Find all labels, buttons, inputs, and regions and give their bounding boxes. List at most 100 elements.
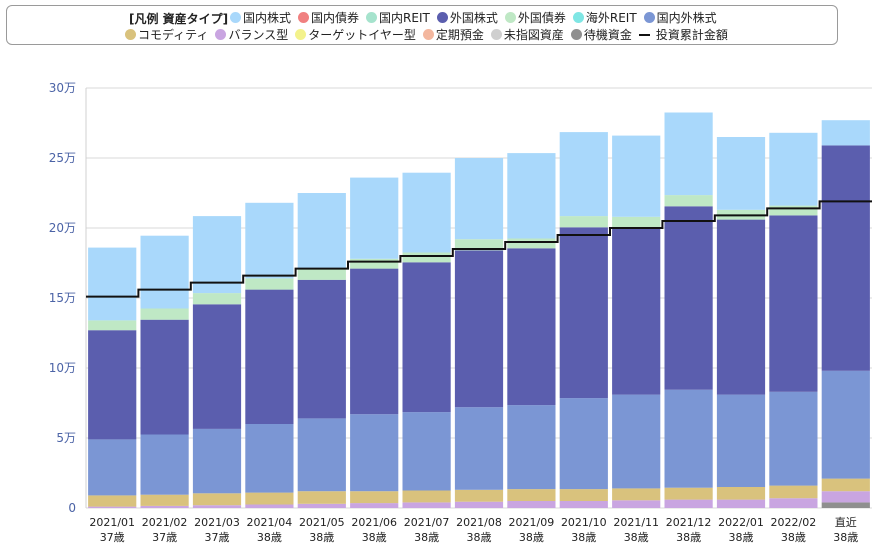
legend-item: 未指図資産 <box>490 26 564 43</box>
legend: [凡例 資産タイプ] 国内株式 国内債券 国内REIT 外国株式 外国債券 海外REIT 国… <box>6 5 838 45</box>
bar-segment <box>192 505 242 508</box>
legend-swatch <box>215 29 227 40</box>
bar-segment <box>245 492 294 505</box>
legend-swatch <box>422 29 434 40</box>
bar-segment <box>140 319 189 435</box>
bar-segment <box>507 153 556 239</box>
legend-line-label: 投資累計金額 <box>655 28 728 42</box>
x-tick-label: 2021/08 <box>456 516 502 529</box>
bar-segment <box>769 205 818 216</box>
y-tick-label: 5万 <box>56 431 76 445</box>
bar-segment <box>664 499 713 508</box>
bar-segment <box>821 502 870 508</box>
x-tick-age-label: 38歳 <box>571 531 596 544</box>
legend-label: バランス型 <box>228 28 289 42</box>
x-tick-age-label: 37歳 <box>205 531 230 544</box>
bar-segment <box>769 485 818 499</box>
bar-segment <box>245 202 294 279</box>
x-tick-label: 2021/10 <box>561 516 607 529</box>
legend-swatch <box>490 29 502 40</box>
legend-label: 国内債券 <box>311 11 360 25</box>
bar-segment <box>559 132 608 217</box>
legend-label: 待機資金 <box>583 28 632 42</box>
bar-segment <box>88 495 137 507</box>
bar-segment <box>140 494 189 506</box>
x-tick-age-label: 37歳 <box>100 531 125 544</box>
bar-segment <box>559 227 608 399</box>
legend-row-2: コモディティ バランス型 ターゲットイヤー型 定期預金 未指図資産 待機資金 投資累計金額 <box>125 26 837 43</box>
legend-swatch <box>230 12 241 23</box>
legend-label: 海外REIT <box>585 11 637 25</box>
legend-label: 外国株式 <box>449 11 498 25</box>
bar-segment <box>664 112 713 196</box>
bar-segment <box>821 145 870 371</box>
legend-label: 国内外株式 <box>656 11 717 25</box>
bar-segment <box>297 503 346 508</box>
bar-segment <box>192 304 242 429</box>
bar-segment <box>716 499 766 508</box>
bar-segment <box>192 216 242 294</box>
bar-segment <box>297 491 346 504</box>
x-tick-age-label: 38歳 <box>781 531 806 544</box>
legend-swatch <box>504 12 516 23</box>
legend-item: 外国債券 <box>504 9 566 26</box>
bar-segment <box>612 500 661 508</box>
bar-segment <box>192 428 242 494</box>
legend-item: 国内債券 <box>298 9 359 26</box>
bar-segment <box>559 216 608 228</box>
legend-swatch <box>125 29 136 40</box>
bar-segment <box>350 268 399 415</box>
y-tick-label: 10万 <box>49 361 76 375</box>
bar-segment <box>297 418 346 492</box>
bar-segment <box>507 248 556 406</box>
x-tick-age-label: 38歳 <box>362 531 387 544</box>
x-tick-label: 2022/02 <box>771 516 817 529</box>
bar-segment <box>507 501 556 508</box>
legend-swatch <box>366 12 378 23</box>
legend-item: コモディティ <box>125 26 208 43</box>
y-tick-label: 15万 <box>49 291 76 305</box>
x-tick-age-label: 38歳 <box>519 531 544 544</box>
bar-segment <box>297 279 346 419</box>
bar-segment <box>559 398 608 490</box>
bar-segment <box>664 195 713 207</box>
y-tick-label: 0 <box>68 501 76 515</box>
x-tick-label: 2021/06 <box>351 516 397 529</box>
x-tick-label: 2021/05 <box>299 516 345 529</box>
bar-segment <box>402 262 451 413</box>
bar-segment <box>402 490 451 503</box>
bar-segment <box>140 505 189 508</box>
bar-segment <box>507 489 556 501</box>
bar-segment <box>454 250 504 408</box>
legend-label: コモディティ <box>138 28 209 42</box>
bar-segment <box>612 488 661 501</box>
y-tick-label: 30万 <box>49 81 76 95</box>
bar-segment <box>402 252 451 263</box>
legend-item: バランス型 <box>215 26 288 43</box>
legend-swatch <box>295 29 307 40</box>
bar-segment <box>402 412 451 491</box>
legend-swatch <box>436 12 448 23</box>
bar-segment <box>507 238 556 249</box>
x-tick-age-label: 38歳 <box>309 531 334 544</box>
legend-item: ターゲットイヤー型 <box>295 26 416 43</box>
bar-segment <box>507 405 556 490</box>
bar-segment <box>245 278 294 290</box>
legend-label: 未指図資産 <box>503 28 564 42</box>
x-tick-age-label: 37歳 <box>152 531 177 544</box>
bar-segment <box>245 504 294 508</box>
x-tick-label: 2021/04 <box>247 516 293 529</box>
legend-swatch <box>572 12 584 23</box>
x-tick-label: 2022/01 <box>718 516 764 529</box>
x-tick-age-label: 38歳 <box>414 531 439 544</box>
bar-segment <box>140 235 189 309</box>
bar-segment <box>664 487 713 500</box>
bar-segment <box>350 177 399 259</box>
legend-line-swatch <box>638 33 650 36</box>
bar-segment <box>716 487 766 500</box>
bar-segment <box>140 308 189 320</box>
bar-segment <box>612 135 661 217</box>
bar-segment <box>454 407 504 490</box>
legend-item: 国内外株式 <box>643 9 717 26</box>
